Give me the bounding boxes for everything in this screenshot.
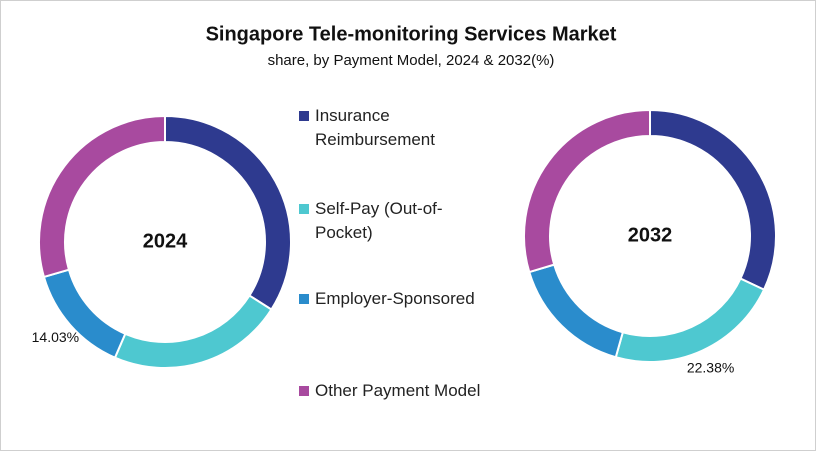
legend-item: Self-Pay (Out-of-Pocket) [299, 197, 489, 245]
donut-center-label: 2024 [143, 230, 188, 252]
donut-segment [523, 108, 651, 274]
legend-label: Self-Pay (Out-of-Pocket) [315, 199, 443, 242]
legend-label: Insurance Reimbursement [315, 106, 435, 149]
legend-item: Other Payment Model [299, 379, 489, 403]
legend-item: Insurance Reimbursement [299, 104, 489, 152]
donut-center-label: 2032 [628, 224, 673, 246]
donut-segment [113, 294, 273, 369]
data-label: 22.38% [687, 360, 734, 376]
donut-segment [614, 277, 766, 363]
donut-segment [649, 108, 777, 291]
legend-swatch [299, 294, 309, 304]
chart-title: Singapore Tele-monitoring Services Marke… [206, 23, 617, 45]
legend-swatch [299, 111, 309, 121]
donut-segment [38, 114, 166, 279]
donut-segment [164, 114, 292, 311]
legend-label: Other Payment Model [315, 381, 481, 400]
legend-label: Employer-Sponsored [315, 289, 475, 308]
chart-subtitle: share, by Payment Model, 2024 & 2032(%) [268, 52, 555, 69]
legend-swatch [299, 386, 309, 396]
legend-swatch [299, 204, 309, 214]
donut-segment [528, 263, 625, 359]
legend-item: Employer-Sponsored [299, 287, 489, 311]
data-label: 14.03% [32, 329, 79, 345]
